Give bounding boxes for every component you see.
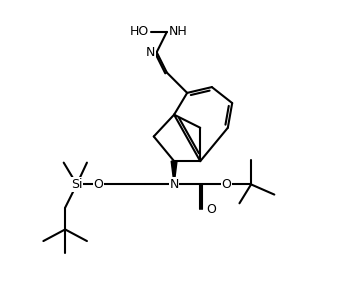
Text: NH: NH bbox=[168, 25, 187, 38]
Text: N: N bbox=[170, 178, 179, 191]
Text: O: O bbox=[222, 178, 231, 191]
Text: N: N bbox=[146, 46, 155, 59]
Text: HO: HO bbox=[130, 25, 149, 38]
Polygon shape bbox=[171, 161, 177, 185]
Text: Si: Si bbox=[71, 178, 82, 191]
Text: O: O bbox=[207, 203, 217, 216]
Text: O: O bbox=[93, 178, 103, 191]
